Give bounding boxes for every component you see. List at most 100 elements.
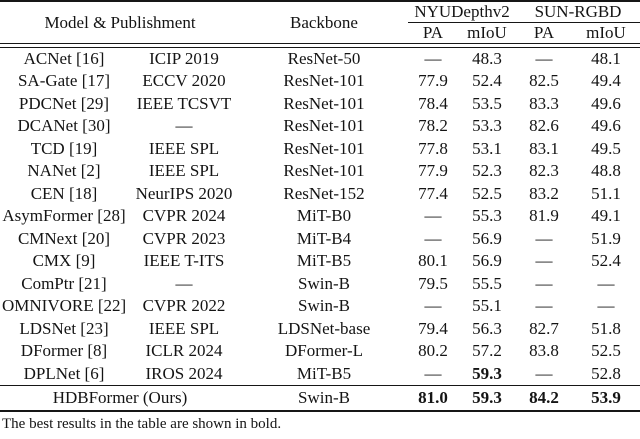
cell-model: CMNext [20] bbox=[17, 228, 111, 248]
cell-model: PDCNet [29] bbox=[18, 93, 110, 113]
table-row: CEN [18] NeurIPS 2020 ResNet-152 77.4 52.5 83… bbox=[0, 183, 640, 206]
cell-sun-miou: 52.4 bbox=[591, 251, 621, 271]
cell-summary-sun-miou: 53.9 bbox=[591, 388, 621, 407]
cell-backbone: ResNet-101 bbox=[283, 116, 365, 136]
cell-sun-pa: 83.2 bbox=[529, 183, 559, 203]
cell-sun-miou: 49.6 bbox=[591, 93, 621, 113]
cell-sun-miou: 48.8 bbox=[591, 161, 621, 181]
cell-backbone: MiT-B4 bbox=[296, 228, 352, 248]
table-row: NANet [2] IEEE SPL ResNet-101 77.9 52.3 82.3 4… bbox=[0, 160, 640, 183]
cell-sun-pa: — bbox=[535, 228, 553, 248]
cell-backbone: ResNet-101 bbox=[283, 138, 365, 158]
cell-sun-pa: — bbox=[535, 273, 553, 293]
cell-venue: ICIP 2019 bbox=[149, 48, 219, 68]
cell-nyu-miou: 53.5 bbox=[472, 93, 502, 113]
cell-summary-backbone: Swin-B bbox=[298, 388, 350, 407]
cell-nyu-pa: 79.5 bbox=[418, 273, 448, 293]
cell-nyu-miou: 52.4 bbox=[472, 71, 502, 91]
header-double-rule bbox=[0, 43, 640, 48]
cell-nyu-miou: 55.5 bbox=[472, 273, 502, 293]
cell-nyu-pa: 78.2 bbox=[418, 116, 448, 136]
cell-sun-pa: — bbox=[535, 251, 553, 271]
cell-summary-nyu-pa: 81.0 bbox=[418, 388, 448, 407]
table-row: LDSNet [23] IEEE SPL LDSNet-base 79.4 56.3 82… bbox=[0, 318, 640, 341]
cell-nyu-miou: 56.3 bbox=[472, 318, 502, 338]
cell-backbone: MiT-B5 bbox=[240, 362, 408, 386]
cell-sun-miou: 49.6 bbox=[591, 116, 621, 136]
cell-nyu-pa: 80.1 bbox=[418, 251, 448, 271]
cell-model: DPLNet [6] bbox=[0, 362, 128, 386]
cell-venue: IROS 2024 bbox=[128, 362, 240, 386]
cell-sun-miou: 52.8 bbox=[572, 362, 640, 386]
cell-sun-pa: 83.8 bbox=[529, 341, 559, 361]
cell-sun-miou: 51.8 bbox=[591, 318, 621, 338]
cell-nyu-pa: 78.4 bbox=[418, 93, 448, 113]
table-row: DPLNet [6] IROS 2024 MiT-B5—59.3—52.8 bbox=[0, 362, 640, 386]
cell-model: CMX [9] bbox=[32, 251, 96, 271]
cell-nyu-miou: 57.2 bbox=[472, 341, 502, 361]
cell-nyu-pa: 79.4 bbox=[418, 318, 448, 338]
cell-venue: — bbox=[175, 116, 193, 136]
cell-sun-pa: 82.3 bbox=[529, 161, 559, 181]
cell-nyu-miou: 52.3 bbox=[472, 161, 502, 181]
cell-sun-miou: 51.9 bbox=[591, 228, 621, 248]
cell-sun-pa: — bbox=[535, 48, 553, 68]
cell-backbone: Swin-B bbox=[298, 296, 350, 316]
cell-sun-miou: 49.1 bbox=[591, 206, 621, 226]
cell-backbone: ResNet-101 bbox=[283, 71, 365, 91]
cell-sun-pa: 82.5 bbox=[529, 71, 559, 91]
cell-sun-pa: — bbox=[516, 362, 573, 386]
table-row: ACNet [16] ICIP 2019 ResNet-50 — 48.3 — 48.1 bbox=[0, 47, 640, 70]
cell-sun-miou: 51.1 bbox=[591, 183, 621, 203]
cell-nyu-miou: 55.3 bbox=[472, 206, 502, 226]
cell-summary-model: HDBFormer (Ours) bbox=[52, 388, 188, 407]
table-row: PDCNet [29] IEEE TCSVT ResNet-101 78.4 53.5 8… bbox=[0, 93, 640, 116]
cell-model: ACNet [16] bbox=[23, 48, 105, 68]
subheader-pa-nyu: PA bbox=[422, 23, 444, 42]
subheader-pa-sun: PA bbox=[533, 23, 555, 42]
cell-nyu-miou: 56.9 bbox=[472, 251, 502, 271]
cell-nyu-pa: 77.4 bbox=[418, 183, 448, 203]
cell-venue: — bbox=[175, 273, 193, 293]
subheader-miou-sun: mIoU bbox=[586, 23, 626, 42]
table-row: CMNext [20] CVPR 2023 MiT-B4 — 56.9 — 51.9 bbox=[0, 228, 640, 251]
cell-nyu-miou: 59.3 bbox=[458, 362, 517, 386]
cell-venue: NeurIPS 2020 bbox=[135, 183, 233, 203]
table-row: SA-Gate [17] ECCV 2020 ResNet-101 77.9 52.4 8… bbox=[0, 70, 640, 93]
cell-sun-pa: 81.9 bbox=[529, 206, 559, 226]
cell-sun-pa: 83.1 bbox=[529, 138, 559, 158]
cell-nyu-miou: 52.5 bbox=[472, 183, 502, 203]
cell-model: TCD [19] bbox=[30, 138, 98, 158]
cell-nyu-pa: 77.9 bbox=[418, 161, 448, 181]
cell-backbone: ResNet-152 bbox=[283, 183, 365, 203]
cell-nyu-pa: — bbox=[424, 296, 442, 316]
cell-backbone: Swin-B bbox=[298, 273, 350, 293]
cell-backbone: MiT-B5 bbox=[296, 251, 352, 271]
cell-model: ComPtr [21] bbox=[21, 273, 107, 293]
subheader-miou-nyu: mIoU bbox=[467, 23, 507, 42]
cell-backbone: ResNet-101 bbox=[283, 161, 365, 181]
results-comparison-table: Model & Publishment Backbone NYUDepthv2 … bbox=[0, 0, 640, 412]
cell-nyu-pa: 77.9 bbox=[418, 71, 448, 91]
cell-sun-miou: 49.5 bbox=[591, 138, 621, 158]
cell-nyu-miou: 48.3 bbox=[472, 48, 502, 68]
cell-backbone: ResNet-50 bbox=[287, 48, 361, 68]
table-body: ACNet [16] ICIP 2019 ResNet-50—48.3—48.1 SA… bbox=[0, 47, 640, 386]
table-row: DFormer [8] ICLR 2024 DFormer-L 80.2 57.2 83.… bbox=[0, 340, 640, 363]
cell-backbone: DFormer-L bbox=[284, 341, 364, 361]
cell-backbone: MiT-B0 bbox=[296, 206, 352, 226]
cell-sun-miou: 52.5 bbox=[591, 341, 621, 361]
table-row: CMX [9] IEEE T-ITS MiT-B5 80.1 56.9 — 52.4 bbox=[0, 250, 640, 273]
table-summary: HDBFormer (Ours) Swin-B 81.0 59.3 84.2 53.9 bbox=[0, 386, 640, 412]
cell-nyu-miou: 56.9 bbox=[472, 228, 502, 248]
cell-backbone: ResNet-101 bbox=[283, 93, 365, 113]
summary-row: HDBFormer (Ours) Swin-B 81.0 59.3 84.2 53.9 bbox=[0, 386, 640, 412]
cell-model: CEN [18] bbox=[30, 183, 98, 203]
table-row: OMNIVORE [22] CVPR 2022 Swin-B — 55.1 — — bbox=[0, 295, 640, 318]
cell-venue: IEEE SPL bbox=[148, 318, 220, 338]
cell-nyu-pa: 77.8 bbox=[418, 138, 448, 158]
header-model-publishment: Model & Publishment bbox=[44, 12, 196, 32]
cell-venue: IEEE SPL bbox=[148, 161, 220, 181]
table-row: AsymFormer [28] CVPR 2024 MiT-B0 — 55.3 81.9 4… bbox=[0, 205, 640, 228]
cell-nyu-pa: 80.2 bbox=[418, 341, 448, 361]
